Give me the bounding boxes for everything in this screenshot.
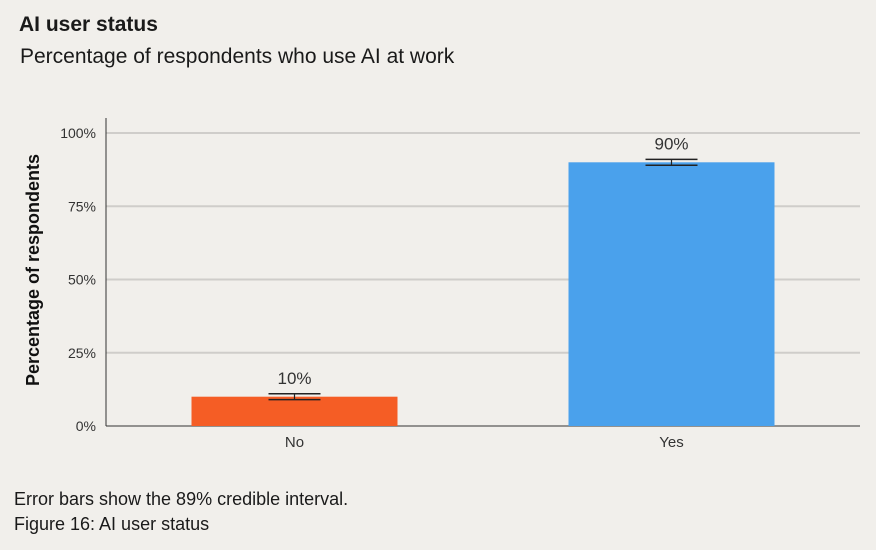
x-tick-label: No	[285, 434, 304, 451]
y-axis-label: Percentage of respondents	[23, 154, 43, 386]
bar-no	[191, 396, 398, 426]
bar-chart: 0% 25% 50% 75% 100% 10% 90% No Yes Percentage …	[23, 118, 860, 451]
data-labels: 10% 90%	[277, 134, 688, 387]
error-bar-no	[268, 393, 321, 401]
y-tick-label: 100%	[60, 125, 96, 141]
bar-yes	[568, 162, 775, 427]
x-tick-label: Yes	[659, 434, 683, 451]
y-tick-label: 0%	[76, 418, 96, 434]
data-label: 90%	[654, 134, 688, 153]
chart-title: AI user status	[19, 13, 158, 36]
chart-subtitle: Percentage of respondents who use AI at …	[20, 45, 455, 68]
x-tick-labels: No Yes	[285, 434, 684, 451]
y-tick-labels: 0% 25% 50% 75% 100%	[60, 125, 96, 434]
data-label: 10%	[277, 369, 311, 388]
y-tick-label: 75%	[68, 198, 96, 214]
error-bar-note: Error bars show the 89% credible interva…	[14, 489, 349, 509]
figure-caption: Figure 16: AI user status	[14, 514, 210, 534]
y-tick-label: 25%	[68, 345, 96, 361]
bars	[191, 162, 775, 427]
y-tick-label: 50%	[68, 272, 96, 288]
error-bar-yes	[645, 158, 698, 166]
error-bars	[268, 158, 698, 401]
